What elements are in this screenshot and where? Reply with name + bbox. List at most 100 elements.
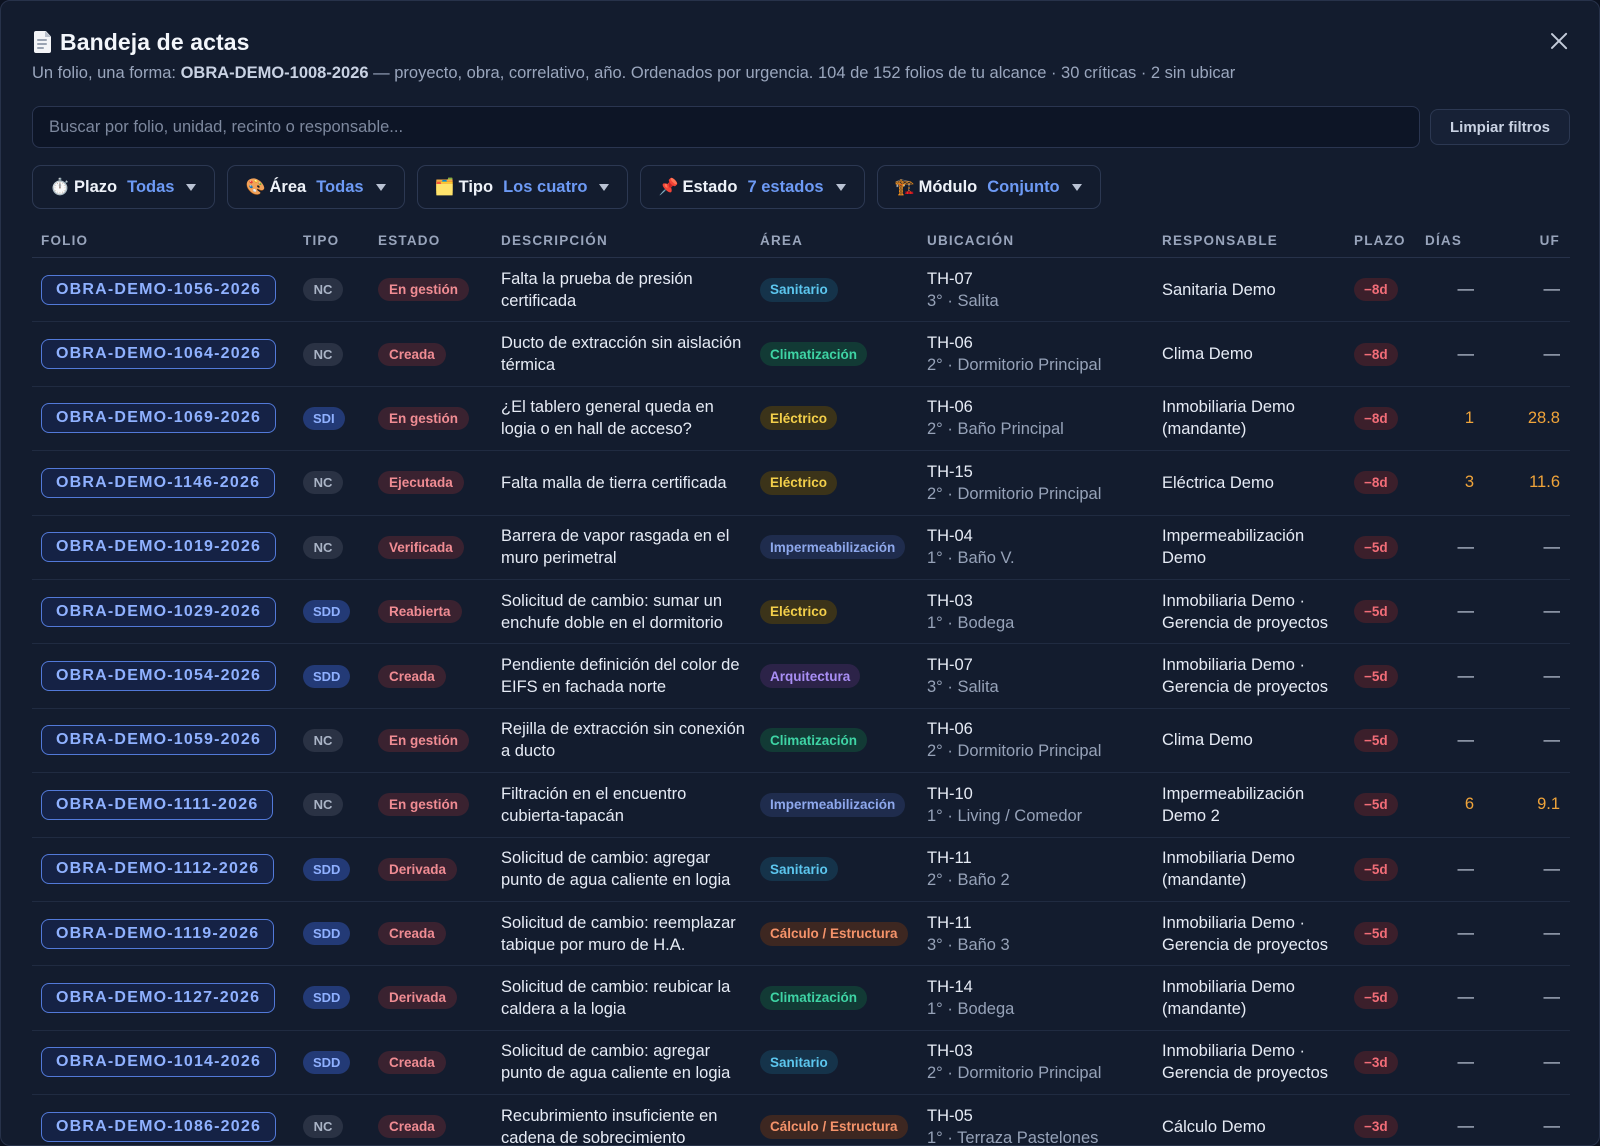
tipo-badge: NC — [303, 1115, 343, 1139]
filter-area[interactable]: 🎨 Área Todas — [227, 165, 405, 209]
table-row[interactable]: OBRA-DEMO-1029-2026 SDD Reabierta Solicitud… — [32, 580, 1570, 645]
days-value: — — [1457, 988, 1475, 1007]
responsible: Clima Demo — [1162, 731, 1253, 750]
filter-modulo[interactable]: 🏗️ Módulo Conjunto — [876, 165, 1101, 209]
table-row[interactable]: OBRA-DEMO-1019-2026 NC Verificada Barrera d… — [32, 516, 1570, 580]
column-header: PLAZO — [1354, 233, 1406, 248]
tipo-badge: SDD — [303, 600, 351, 624]
deadline-badge: −5d — [1354, 600, 1398, 624]
description: Ducto de extracción sin aislación térmic… — [501, 334, 742, 375]
responsible: Inmobiliaria Demo · Gerencia de proyecto… — [1162, 1042, 1329, 1083]
location-room: 2° · Dormitorio Principal — [927, 1064, 1102, 1083]
folio-link[interactable]: OBRA-DEMO-1054-2026 — [41, 661, 277, 692]
folio-link[interactable]: OBRA-DEMO-1146-2026 — [41, 467, 276, 498]
filter-tipo[interactable]: 🗂️ Tipo Los cuatro — [416, 165, 629, 209]
location-unit: TH-11 — [927, 913, 972, 932]
location-unit: TH-05 — [927, 1106, 973, 1125]
folio-link[interactable]: OBRA-DEMO-1111-2026 — [41, 789, 274, 820]
status-badge: Creada — [378, 1050, 446, 1074]
deadline-badge: −8d — [1354, 471, 1398, 495]
table-row[interactable]: OBRA-DEMO-1064-2026 NC Creada Ducto de extr… — [32, 322, 1570, 387]
uf-value: 9.1 — [1537, 795, 1560, 814]
tipo-badge: NC — [303, 535, 343, 559]
location: TH-11 3° · Baño 3 — [927, 902, 1010, 965]
location: TH-04 1° · Baño V. — [927, 516, 1015, 579]
location: TH-14 1° · Bodega — [927, 966, 1014, 1029]
folio-link[interactable]: OBRA-DEMO-1056-2026 — [41, 274, 277, 305]
area-badge: Impermeabilización — [760, 535, 906, 560]
location-unit: TH-07 — [927, 656, 973, 675]
folio-link[interactable]: OBRA-DEMO-1112-2026 — [41, 854, 275, 885]
location-room: 1° · Living / Comedor — [927, 806, 1083, 825]
table-row[interactable]: OBRA-DEMO-1112-2026 SDD Derivada Solicitud … — [32, 838, 1570, 902]
tipo-badge: SDI — [303, 406, 345, 430]
status-badge: En gestión — [378, 728, 470, 752]
filter-label: Estado — [682, 177, 738, 196]
crane-icon: 🏗️ — [894, 179, 915, 196]
close-icon[interactable] — [1547, 29, 1571, 53]
folio-link[interactable]: OBRA-DEMO-1086-2026 — [41, 1111, 277, 1142]
folio-link[interactable]: OBRA-DEMO-1059-2026 — [41, 725, 277, 756]
deadline-badge: −5d — [1354, 535, 1398, 559]
location: TH-15 2° · Dormitorio Principal — [927, 451, 1101, 514]
location-room: 2° · Dormitorio Principal — [927, 484, 1102, 503]
status-badge: Reabierta — [378, 600, 462, 624]
area-badge: Impermeabilización — [760, 792, 906, 817]
uf-value: — — [1543, 344, 1561, 363]
days-value: — — [1457, 1052, 1475, 1071]
folio-link[interactable]: OBRA-DEMO-1014-2026 — [41, 1047, 277, 1078]
uf-value: — — [1543, 730, 1561, 749]
deadline-badge: −5d — [1354, 728, 1398, 752]
days-value: — — [1457, 924, 1475, 943]
folio-link[interactable]: OBRA-DEMO-1019-2026 — [41, 532, 277, 563]
filter-estado[interactable]: 📌 Estado 7 estados — [640, 165, 865, 209]
palette-icon: 🎨 — [245, 179, 266, 196]
filter-value: Todas — [316, 177, 364, 196]
table-row[interactable]: OBRA-DEMO-1054-2026 SDD Creada Pendiente de… — [32, 644, 1570, 709]
description: Falta malla de tierra certificada — [501, 473, 727, 492]
table-row[interactable]: OBRA-DEMO-1086-2026 NC Creada Recubrimiento… — [32, 1095, 1570, 1145]
status-badge: Ejecutada — [378, 471, 464, 495]
table-row[interactable]: OBRA-DEMO-1111-2026 NC En gestión Filtració… — [32, 773, 1570, 838]
table-row[interactable]: OBRA-DEMO-1014-2026 SDD Creada Solicitud de… — [32, 1031, 1570, 1096]
table-row[interactable]: OBRA-DEMO-1146-2026 NC Ejecutada Falta mall… — [32, 451, 1570, 516]
folio-link[interactable]: OBRA-DEMO-1064-2026 — [41, 339, 277, 370]
search-input[interactable] — [32, 106, 1420, 148]
column-header: FOLIO — [41, 233, 89, 248]
deadline-badge: −5d — [1354, 857, 1398, 881]
folio-link[interactable]: OBRA-DEMO-1127-2026 — [41, 982, 276, 1013]
uf-value: — — [1543, 1117, 1561, 1136]
location-room: 2° · Baño Principal — [927, 420, 1064, 439]
filter-label: Módulo — [918, 177, 978, 196]
table-row[interactable]: OBRA-DEMO-1056-2026 NC En gestión Falta la … — [32, 258, 1570, 323]
table-row[interactable]: OBRA-DEMO-1119-2026 SDD Creada Solicitud de… — [32, 902, 1570, 967]
deadline-badge: −5d — [1354, 793, 1398, 817]
actas-table: FOLIO TIPO ESTADO DESCRIPCIÓN ÁREA UBICACIÓN R… — [32, 227, 1570, 1145]
clear-filters-button[interactable]: Limpiar filtros — [1430, 109, 1570, 145]
responsible: Eléctrica Demo — [1162, 473, 1274, 492]
description: Barrera de vapor rasgada en el muro peri… — [501, 527, 730, 568]
column-header: UBICACIÓN — [927, 233, 1015, 248]
location-room: 2° · Baño 2 — [927, 871, 1010, 890]
folio-link[interactable]: OBRA-DEMO-1029-2026 — [41, 596, 277, 627]
location-room: 3° · Salita — [927, 291, 999, 310]
uf-value: — — [1543, 666, 1561, 685]
column-header: UF — [1539, 233, 1560, 248]
status-badge: Creada — [378, 922, 446, 946]
area-badge: Sanitario — [760, 857, 838, 882]
page-title: Bandeja de actas — [60, 28, 250, 55]
table-row[interactable]: OBRA-DEMO-1127-2026 SDD Derivada Solicitud … — [32, 966, 1570, 1031]
days-value: — — [1457, 537, 1475, 556]
area-badge: Cálculo / Estructura — [760, 1114, 908, 1139]
table-row[interactable]: OBRA-DEMO-1069-2026 SDI En gestión ¿El tabl… — [32, 387, 1570, 452]
location-unit: TH-14 — [927, 977, 973, 996]
responsible: Inmobiliaria Demo (mandante) — [1162, 849, 1295, 890]
status-badge: En gestión — [378, 278, 470, 302]
filter-plazo[interactable]: ⏱️ Plazo Todas — [32, 165, 216, 209]
location-room: 1° · Bodega — [927, 613, 1015, 632]
folio-link[interactable]: OBRA-DEMO-1119-2026 — [41, 918, 275, 949]
column-header: ÁREA — [760, 233, 804, 248]
folio-link[interactable]: OBRA-DEMO-1069-2026 — [41, 403, 277, 434]
days-value: 6 — [1464, 795, 1474, 814]
table-row[interactable]: OBRA-DEMO-1059-2026 NC En gestión Rejilla d… — [32, 709, 1570, 774]
